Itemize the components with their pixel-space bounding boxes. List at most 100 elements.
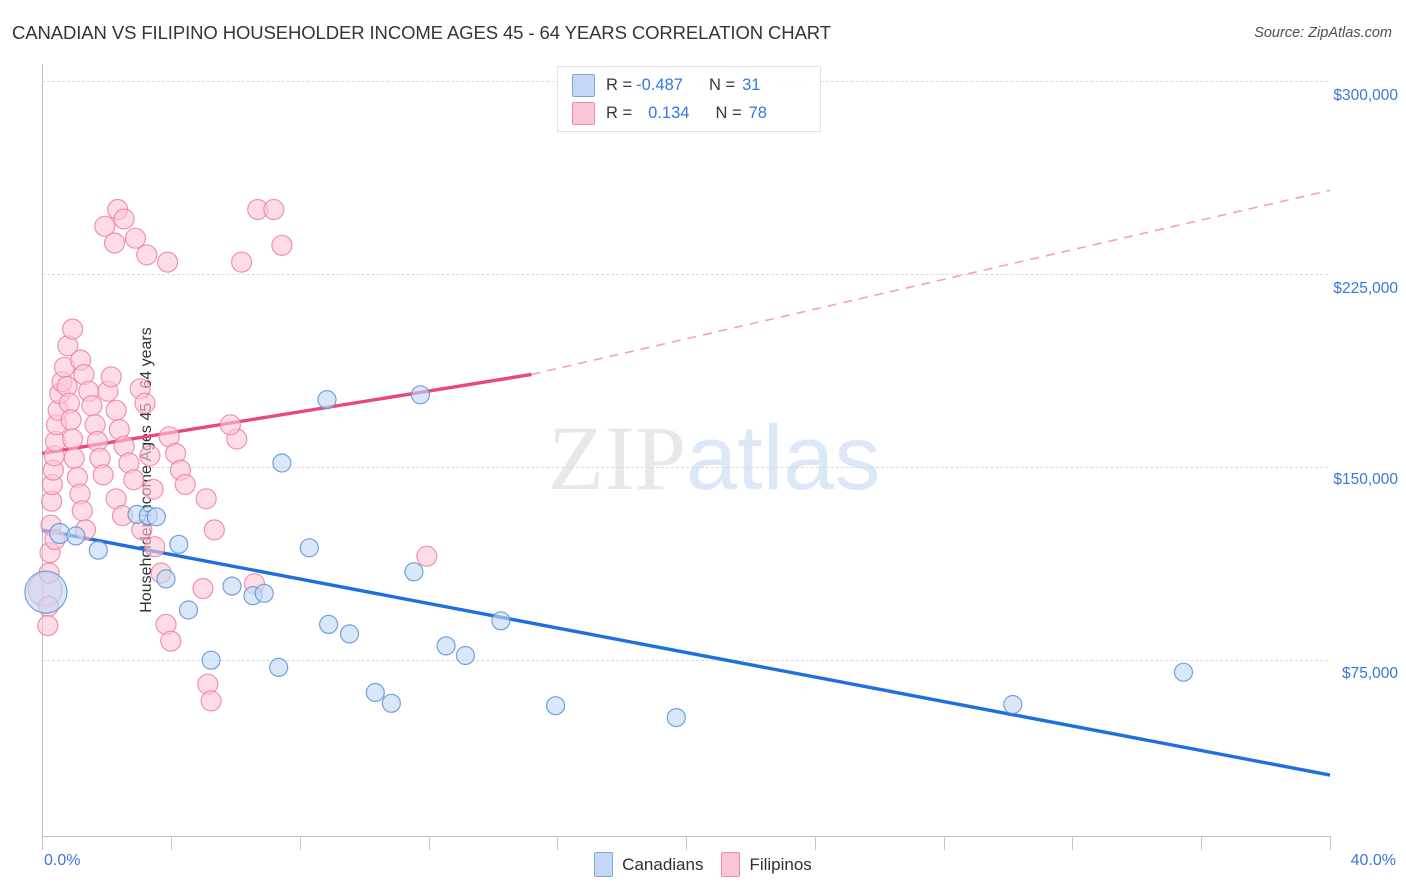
data-point-filipinos [113,208,135,230]
watermark-atlas: atlas [686,407,881,509]
data-point-filipinos [94,215,116,237]
y-tick-label-1: $225,000 [1333,280,1398,297]
y-axis-title-wrap: Householder Income Ages 45 - 64 years [6,270,155,670]
data-point-filipinos [86,430,109,452]
data-point-filipinos [56,375,78,397]
x-axis-min-label: 0.0% [44,852,81,869]
data-point-filipinos [105,488,127,510]
data-point-filipinos [84,414,106,436]
legend-r-label-1: R = [606,103,633,122]
series-label-filipinos: Filipinos [749,854,812,874]
data-point-canadians [365,682,385,703]
data-point-filipinos [165,442,187,464]
trend-line-filipinos-dashed [531,189,1331,376]
data-point-canadians [319,614,339,635]
data-point-filipinos [195,488,217,510]
data-point-canadians [339,624,360,644]
data-point-filipinos [192,577,214,600]
data-point-canadians [299,538,319,558]
x-tick [686,836,687,850]
data-point-canadians [455,645,475,666]
page-title: CANADIAN VS FILIPINO HOUSEHOLDER INCOME … [12,22,831,43]
data-point-filipinos [51,371,73,393]
series-legend-item-filipinos[interactable]: Filipinos [721,852,812,877]
source-attribution: Source: ZipAtlas.com [1254,25,1392,41]
legend-r-value-0: -0.487 [636,75,683,94]
data-point-filipinos [118,452,140,474]
data-point-filipinos [97,380,119,402]
gridline-75000 [42,660,1328,661]
data-point-filipinos [57,335,79,357]
data-point-filipinos [111,504,134,527]
trend-line-filipinos-solid [41,372,532,456]
data-point-canadians [156,569,176,589]
legend-row-canadians: R = -0.487 N = 31 [572,72,760,98]
data-point-filipinos [107,198,129,221]
data-point-filipinos [44,528,66,551]
x-tick [815,836,816,850]
x-tick [557,836,558,850]
data-point-filipinos [44,430,67,452]
data-point-filipinos [63,447,85,469]
data-point-canadians [1003,694,1023,715]
legend-swatch-canadians [572,73,595,97]
legend-n-value-1: 78 [748,103,767,122]
data-point-filipinos [66,466,89,488]
data-point-canadians [178,600,199,620]
data-point-filipinos [47,399,69,421]
trend-line-canadians [41,528,1331,777]
data-point-canadians [317,390,337,410]
gridline-150000 [42,467,1328,468]
y-axis-title: Householder Income Ages 45 - 64 years [137,327,155,613]
y-tick-label-2: $150,000 [1333,471,1398,488]
x-tick [300,836,301,850]
gridline-225000 [42,274,1328,275]
data-point-canadians [49,522,71,545]
data-point-filipinos [174,473,196,496]
data-point-filipinos [219,414,241,436]
data-point-filipinos [243,573,266,595]
data-point-filipinos [69,349,92,371]
data-point-filipinos [61,318,84,340]
data-point-canadians [381,693,401,713]
data-point-filipinos [105,399,127,421]
series-swatch-canadians [594,852,614,877]
data-point-filipinos [78,380,100,402]
data-point-filipinos [41,490,63,512]
data-point-filipinos [81,395,103,417]
correlation-legend: R = -0.487 N = 31 R = 0.134 N = 78 [557,66,821,132]
series-legend-item-canadians[interactable]: Canadians [594,852,703,877]
data-point-filipinos [157,251,179,273]
y-axis-line [42,64,43,836]
data-point-filipinos [136,244,158,266]
data-point-filipinos [41,473,63,496]
data-point-filipinos [40,514,62,536]
zipatlas-watermark: ZIPatlas [548,412,880,504]
data-point-filipinos [71,500,93,522]
data-point-filipinos [155,613,177,636]
data-point-canadians [1173,662,1194,682]
x-axis-max-label: 40.0% [1350,852,1396,869]
x-tick [944,836,945,850]
data-point-canadians [410,385,430,405]
data-point-filipinos [69,483,91,505]
y-tick-label-0: $300,000 [1333,87,1398,104]
data-point-canadians [404,562,424,582]
data-point-canadians [88,540,108,560]
x-tick [171,836,172,850]
data-point-filipinos [43,445,65,467]
data-point-canadians [491,611,511,631]
data-point-canadians [254,583,274,603]
data-point-canadians [545,696,566,716]
data-point-filipinos [158,426,180,448]
data-point-filipinos [45,414,68,436]
y-tick-label-3: $75,000 [1341,665,1398,682]
legend-swatch-filipinos [572,101,595,125]
data-point-filipinos [37,614,59,637]
x-tick [1072,836,1073,850]
x-tick [429,836,430,850]
data-point-filipinos [203,519,225,541]
series-swatch-filipinos [721,852,741,877]
data-point-filipinos [108,418,130,441]
